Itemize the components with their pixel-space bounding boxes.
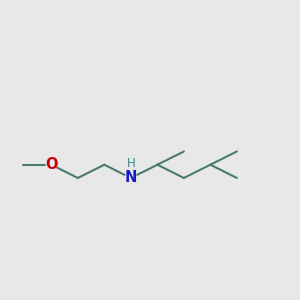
Text: H: H [127,157,135,170]
Text: O: O [45,157,58,172]
Text: N: N [125,170,137,185]
